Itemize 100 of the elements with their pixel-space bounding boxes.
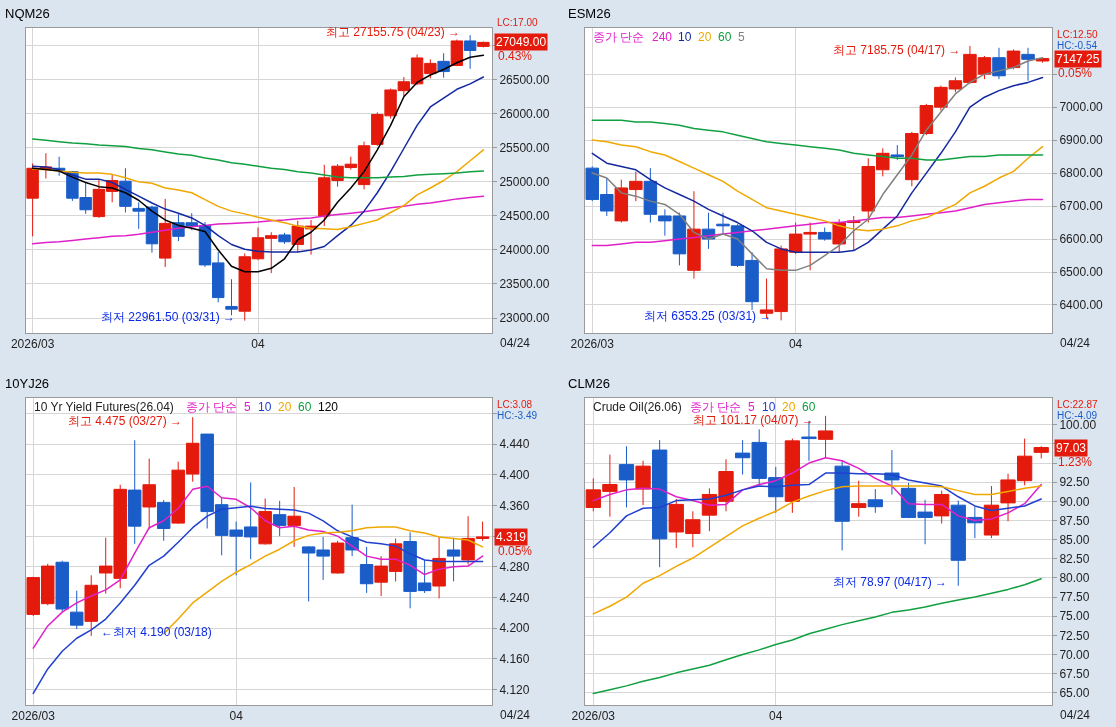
text: 04/24 <box>500 708 531 722</box>
y-tick-label: 6400.00 <box>1059 298 1104 313</box>
candlestick <box>84 574 98 637</box>
y-tick-label: 6600.00 <box>1059 232 1104 247</box>
legend-title: 종가 단순 <box>690 400 742 414</box>
y-tick-label: 25000.00 <box>499 175 550 190</box>
chart-title: 10YJ26 <box>5 376 50 391</box>
y-tick-label: 25500.00 <box>499 141 550 156</box>
line-series <box>31 76 485 253</box>
candlestick <box>225 278 238 316</box>
y-tick-label: 82.50 <box>1059 551 1090 566</box>
candlestick <box>142 458 156 530</box>
y-tick-label: 92.50 <box>1059 475 1090 490</box>
text: 5 <box>748 400 755 414</box>
y-tick-label: 6500.00 <box>1059 265 1104 280</box>
y-tick-label: 7000.00 <box>1059 100 1104 115</box>
candlestick <box>70 590 84 630</box>
candlestick <box>801 420 817 462</box>
annotation: 최고 101.17 (04/07) → <box>693 413 814 427</box>
candlestick <box>359 546 374 594</box>
candlestick <box>784 438 800 514</box>
candlestick <box>687 190 701 280</box>
y-tick-label: 23000.00 <box>499 311 550 326</box>
candlestick <box>643 167 658 224</box>
y-tick-label: 6900.00 <box>1059 133 1104 148</box>
y-tick-label: 67.50 <box>1059 666 1090 681</box>
candlestick <box>463 34 477 70</box>
annotation: 최저 6353.25 (03/31) → <box>644 309 772 323</box>
line-series <box>31 195 485 245</box>
text: 0.43% <box>498 49 533 63</box>
chart-subtitle: Crude Oil(26.06) <box>593 400 682 414</box>
text: 27049.00 <box>496 35 547 49</box>
candlestick <box>817 226 832 242</box>
x-tick-label: 2026/03 <box>11 709 56 724</box>
y-tick-label: 4.160 <box>499 652 530 667</box>
candlestick <box>618 445 635 508</box>
text: LC:3.08 <box>497 399 533 410</box>
text: 20 <box>782 400 796 414</box>
annotation: 최고 27155.75 (04/23) → <box>326 25 461 39</box>
candlestick <box>1006 48 1021 70</box>
line-series <box>32 485 484 649</box>
text: 5 <box>244 400 251 414</box>
candlestick <box>278 232 291 245</box>
candlestick <box>272 500 287 537</box>
candlestick <box>55 560 69 613</box>
candlestick <box>934 490 950 525</box>
x-tick-label: 04 <box>788 337 803 352</box>
annotation: 최저 22961.50 (03/31) → <box>101 310 236 324</box>
line-series <box>592 456 1042 522</box>
y-tick-label: 4.400 <box>499 467 530 482</box>
candlestick <box>26 162 39 237</box>
line-series <box>32 505 484 695</box>
candlestick <box>127 439 142 545</box>
candlestick <box>159 198 172 268</box>
x-tick-label: 04 <box>251 337 265 352</box>
x-tick-label: 04 <box>769 709 783 724</box>
text: 04/24 <box>500 336 531 350</box>
chart-title: ESM26 <box>568 6 611 21</box>
y-tick-label: 90.00 <box>1059 494 1090 509</box>
text: 04/24 <box>1060 708 1091 722</box>
y-tick-label: 87.50 <box>1059 513 1090 528</box>
text: 20 <box>278 400 292 414</box>
text: 10 <box>258 400 272 414</box>
line-series <box>31 138 485 179</box>
text: 1.23% <box>1058 455 1093 469</box>
line-series <box>591 139 1044 232</box>
annotation: 최고 7185.75 (04/17) → <box>833 43 961 57</box>
candlestick <box>983 485 1000 539</box>
candlestick <box>834 460 850 551</box>
legend-label: 60 <box>298 400 312 414</box>
candlestick <box>258 498 272 546</box>
annotation: 최저 78.97 (04/17) → <box>833 575 948 589</box>
y-tick-label: 24500.00 <box>499 209 550 224</box>
text: 5 <box>738 30 745 44</box>
y-tick-label: 4.440 <box>499 437 530 452</box>
chart-title: CLM26 <box>568 376 610 391</box>
line-series <box>31 54 485 273</box>
candlestick <box>652 439 668 568</box>
text: LC:22.87 <box>1057 399 1099 410</box>
candlestick <box>287 486 301 548</box>
text: 97.03 <box>1056 441 1087 455</box>
text: 10 <box>678 30 692 44</box>
y-tick-label: 6800.00 <box>1059 166 1104 181</box>
y-tick-label: 4.200 <box>499 621 530 636</box>
y-tick-label: 80.00 <box>1059 571 1090 586</box>
y-tick-label: 24000.00 <box>499 243 550 258</box>
candlestick <box>450 39 464 67</box>
text: 04/24 <box>1060 336 1091 350</box>
candlestick <box>446 537 461 582</box>
line-series <box>592 485 1042 615</box>
legend-label: 120 <box>318 400 339 414</box>
line-series <box>31 149 485 231</box>
x-tick-label: 2026/03 <box>571 709 616 724</box>
line-series <box>591 119 1044 161</box>
text: HC:-0.54 <box>1057 40 1098 51</box>
line-series <box>592 577 1042 695</box>
y-tick-label: 100.00 <box>1059 418 1097 432</box>
candlestick <box>1033 445 1049 459</box>
text: LC:12.50 <box>1057 29 1099 40</box>
candlestick <box>330 540 345 575</box>
